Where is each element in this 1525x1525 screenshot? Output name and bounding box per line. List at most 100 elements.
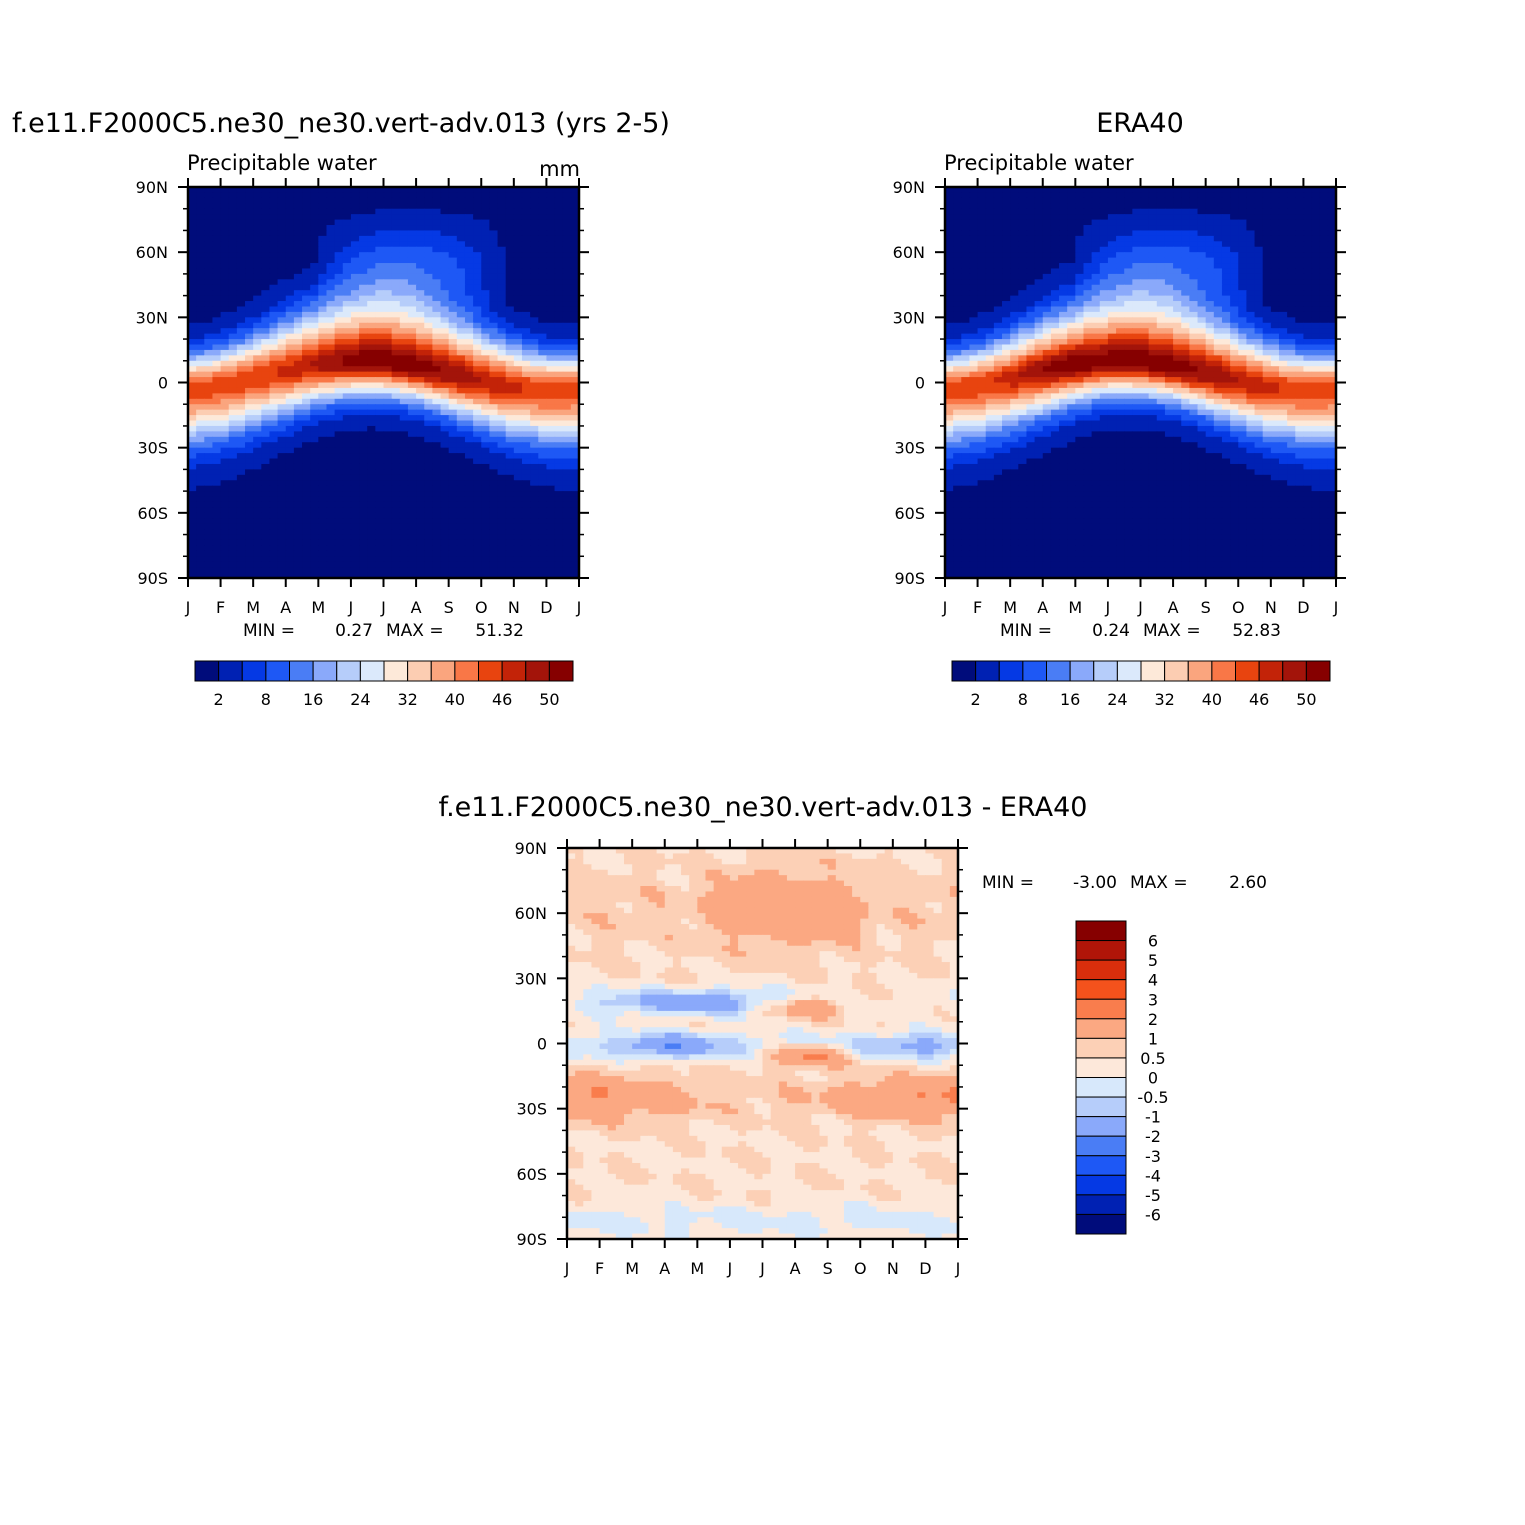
- contour-cell: [1034, 203, 1044, 210]
- contour-cell: [1156, 328, 1166, 335]
- contour-cell: [253, 561, 262, 568]
- contour-cell: [521, 382, 531, 389]
- contour-cell: [570, 355, 580, 362]
- contour-cell: [1050, 241, 1060, 248]
- contour-cell: [220, 214, 230, 221]
- contour-cell: [196, 453, 205, 460]
- contour-cell: [407, 534, 417, 541]
- contour-cell: [383, 214, 393, 221]
- contour-cell: [1067, 187, 1076, 194]
- contour-cell: [277, 360, 287, 367]
- contour-cell: [228, 393, 238, 400]
- contour-cell: [228, 344, 238, 351]
- contour-cell: [538, 529, 548, 536]
- contour-cell: [1116, 192, 1125, 199]
- contour-cell: [334, 197, 344, 204]
- contour-cell: [1018, 279, 1028, 286]
- contour-cell: [481, 235, 490, 242]
- contour-cell: [416, 273, 425, 280]
- contour-cell: [196, 219, 205, 226]
- contour-cell: [1189, 219, 1199, 226]
- contour-cell: [1270, 317, 1280, 324]
- contour-cell: [350, 425, 360, 432]
- contour-cell: [1116, 246, 1125, 253]
- contour-cell: [293, 225, 303, 232]
- contour-cell: [310, 306, 319, 313]
- contour-cell: [188, 409, 197, 416]
- contour-cell: [424, 382, 433, 389]
- contour-cell: [204, 197, 214, 204]
- contour-cell: [334, 225, 344, 232]
- contour-cell: [513, 458, 523, 465]
- contour-cell: [350, 474, 360, 481]
- contour-cell: [391, 301, 401, 308]
- contour-cell: [1311, 214, 1321, 221]
- contour-cell: [1067, 322, 1076, 329]
- contour-cell: [1132, 214, 1142, 221]
- contour-cell: [530, 279, 539, 286]
- contour-cell: [302, 518, 311, 525]
- contour-cell: [383, 491, 393, 498]
- contour-cell: [562, 431, 572, 438]
- contour-cell: [236, 567, 246, 574]
- contour-cell: [953, 230, 962, 237]
- contour-cell: [350, 187, 360, 194]
- contour-cell: [253, 453, 262, 460]
- contour-cell: [1205, 322, 1215, 329]
- contour-cell: [245, 572, 254, 579]
- contour-cell: [261, 187, 271, 194]
- contour-cell: [424, 501, 433, 508]
- contour-cell: [342, 311, 352, 318]
- contour-cell: [570, 507, 580, 514]
- contour-cell: [1050, 214, 1060, 221]
- contour-cell: [220, 187, 230, 194]
- contour-cell: [285, 529, 295, 536]
- contour-cell: [220, 447, 230, 454]
- colorbar-box: [430, 660, 456, 682]
- contour-cell: [961, 306, 971, 313]
- contour-cell: [236, 545, 246, 552]
- contour-cell: [293, 339, 303, 346]
- contour-cell: [1148, 187, 1158, 194]
- contour-cell: [310, 279, 319, 286]
- contour-cell: [359, 398, 368, 405]
- contour-cell: [318, 197, 328, 204]
- contour-cell: [562, 404, 572, 411]
- contour-cell: [1075, 252, 1085, 259]
- contour-cell: [253, 485, 262, 492]
- contour-cell: [1303, 295, 1313, 302]
- contour-cell: [277, 355, 287, 362]
- contour-cell: [464, 257, 474, 264]
- contour-cell: [375, 534, 385, 541]
- contour-cell: [285, 230, 295, 237]
- contour-cell: [489, 208, 499, 215]
- contour-cell: [375, 349, 385, 356]
- contour-cell: [538, 431, 548, 438]
- contour-cell: [310, 458, 319, 465]
- contour-cell: [505, 523, 515, 530]
- contour-cell: [342, 507, 352, 514]
- contour-cell: [546, 529, 556, 536]
- contour-cell: [440, 387, 450, 394]
- contour-cell: [334, 344, 344, 351]
- contour-cell: [310, 556, 319, 563]
- contour-cell: [456, 545, 466, 552]
- contour-cell: [505, 409, 515, 416]
- contour-cell: [188, 322, 197, 329]
- contour-cell: [245, 235, 254, 242]
- contour-cell: [253, 567, 262, 574]
- contour-cell: [1050, 290, 1060, 297]
- contour-cell: [424, 317, 433, 324]
- contour-cell: [1303, 290, 1313, 297]
- contour-cell: [473, 333, 482, 340]
- contour-cell: [196, 230, 205, 237]
- contour-cell: [253, 518, 262, 525]
- contour-cell: [302, 263, 311, 270]
- contour-cell: [1107, 208, 1117, 215]
- contour-cell: [424, 225, 433, 232]
- contour-cell: [570, 344, 580, 351]
- contour-cell: [424, 235, 433, 242]
- contour-cell: [993, 197, 1003, 204]
- contour-cell: [367, 523, 376, 530]
- contour-cell: [245, 539, 254, 547]
